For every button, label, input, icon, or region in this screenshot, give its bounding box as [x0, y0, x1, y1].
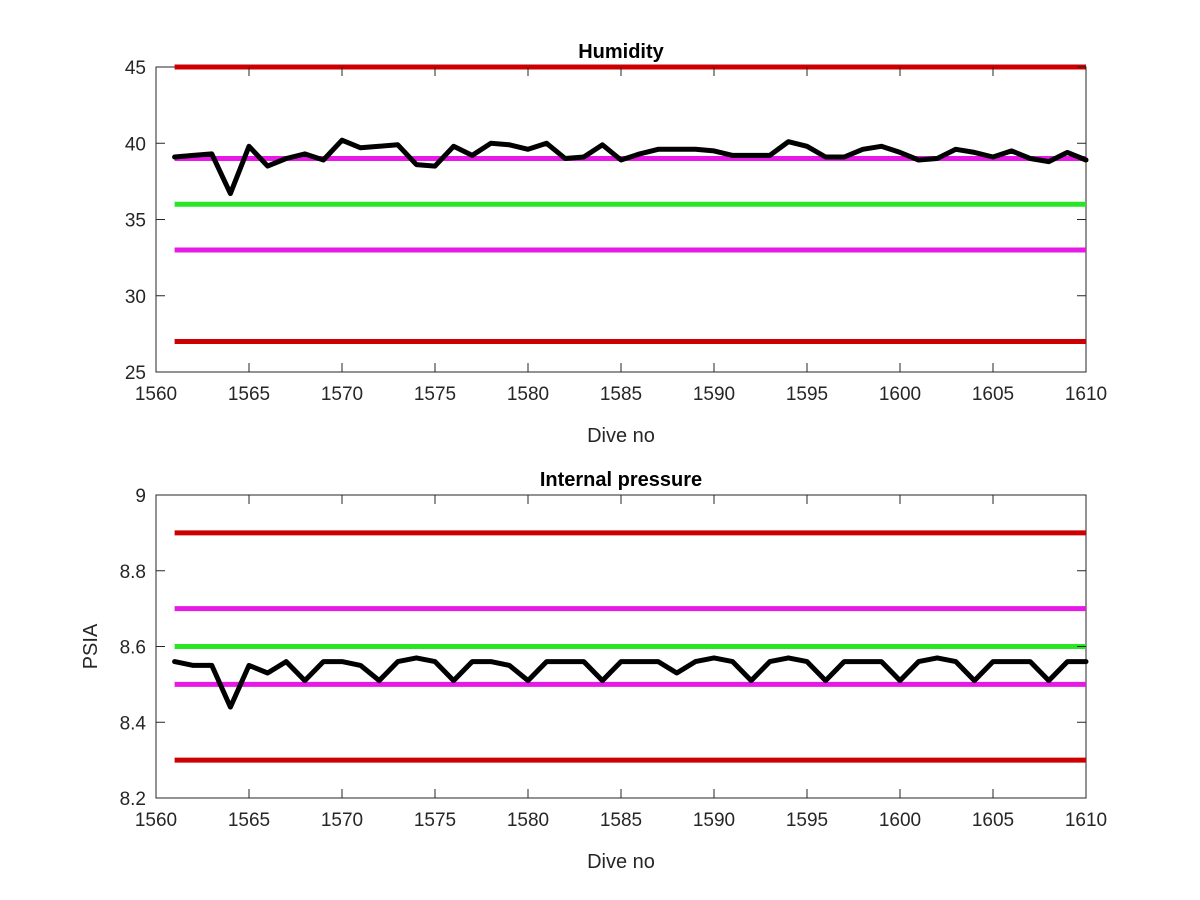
x-tick-label: 1605 [972, 384, 1014, 405]
humidity-chart: 1560 1565 1570 1575 1580 1585 1590 1595 1600 1605… [125, 41, 1107, 447]
x-tick-label: 1610 [1065, 384, 1107, 405]
x-tick-label: 1580 [507, 384, 549, 405]
x-tick-label: 1570 [321, 384, 363, 405]
x-tick-label: 1600 [879, 810, 921, 831]
x-tick-label: 1600 [879, 384, 921, 405]
x-tick-label: 1585 [600, 384, 642, 405]
series-line [172, 137, 1089, 197]
y-tick-label: 45 [125, 58, 146, 79]
x-tick-label: 1590 [693, 384, 735, 405]
x-tick-label: 1560 [135, 384, 177, 405]
y-tick-label: 8.6 [120, 638, 146, 659]
x-tick-label: 1580 [507, 810, 549, 831]
x-tick-label: 1570 [321, 810, 363, 831]
chart-title: Internal pressure [540, 469, 702, 491]
x-tick-label: 1565 [228, 384, 270, 405]
y-tick-label: 35 [125, 211, 146, 232]
internal-pressure-chart: 1560 1565 1570 1575 1580 1585 1590 1595 1600 1605… [80, 469, 1107, 873]
y-axis-label: PSIA [80, 623, 102, 669]
y-tick-label: 8.2 [120, 789, 146, 810]
y-tick-label: 30 [125, 287, 146, 308]
x-tick-label: 1575 [414, 810, 456, 831]
x-tick-label: 1560 [135, 810, 177, 831]
series-line [172, 655, 1089, 710]
x-tick-label: 1590 [693, 810, 735, 831]
x-axis-label: Dive no [587, 851, 655, 873]
y-tick-label: 8.4 [120, 713, 147, 734]
x-tick-label: 1575 [414, 384, 456, 405]
axes-frame [155, 66, 1087, 373]
y-tick-label: 9 [135, 486, 146, 507]
x-tick-label: 1605 [972, 810, 1014, 831]
x-tick-label: 1585 [600, 810, 642, 831]
x-tick-label: 1595 [786, 384, 828, 405]
x-axis-label: Dive no [587, 425, 655, 447]
x-tick-label: 1595 [786, 810, 828, 831]
x-tick-label: 1565 [228, 810, 270, 831]
y-tick-label: 8.8 [120, 562, 146, 583]
y-tick-label: 25 [125, 363, 146, 384]
y-tick-label: 40 [125, 134, 146, 155]
x-tick-label: 1610 [1065, 810, 1107, 831]
chart-title: Humidity [578, 41, 664, 63]
